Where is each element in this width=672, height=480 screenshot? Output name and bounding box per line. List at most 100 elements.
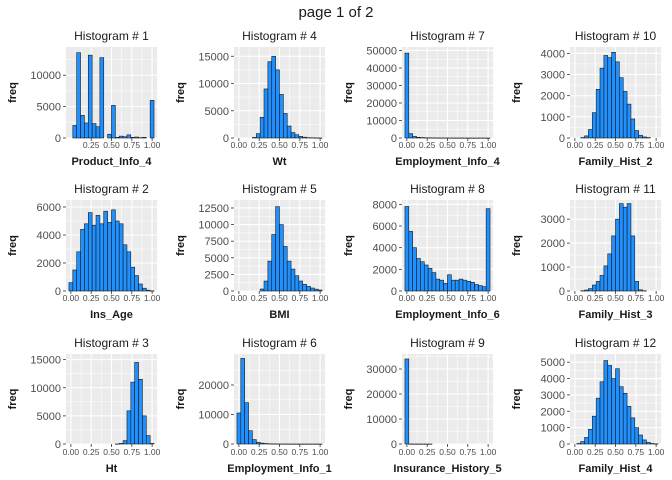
y-tick-label: 2000 xyxy=(541,91,565,103)
histogram-bar xyxy=(634,427,639,445)
histogram-bar xyxy=(130,266,135,292)
x-tick-label: 0.50 xyxy=(607,293,624,303)
histogram-bar xyxy=(267,260,273,292)
histogram-bar xyxy=(138,379,143,445)
chart-title: Histogram # 7 xyxy=(410,29,485,43)
histogram-bar xyxy=(149,443,155,445)
histogram-bar xyxy=(130,137,135,139)
histogram-bar xyxy=(584,289,589,292)
histogram-bar xyxy=(95,126,101,139)
histogram-bar xyxy=(603,265,609,292)
histogram-bar xyxy=(107,133,112,139)
x-tick-label: 0.00 xyxy=(231,447,248,457)
y-tick-label: 4000 xyxy=(541,48,565,60)
y-tick-label: 0 xyxy=(223,133,229,145)
x-tick-label: 0.50 xyxy=(103,293,120,303)
histogram-bar xyxy=(584,135,589,139)
x-axis-label: Insurance_History_5 xyxy=(393,463,501,475)
histogram-bar xyxy=(80,115,85,139)
x-tick-label: 0.75 xyxy=(460,447,477,457)
x-axis-label: Family_Hist_4 xyxy=(579,463,654,475)
chart-title: Histogram # 9 xyxy=(410,336,485,350)
histogram-bar xyxy=(474,284,479,292)
histogram-bar xyxy=(478,285,483,292)
histogram-bar xyxy=(619,203,624,292)
histogram-bar xyxy=(588,428,593,445)
y-tick-label: 20000 xyxy=(366,389,397,401)
histogram-bar xyxy=(95,215,101,292)
y-tick-label: 20000 xyxy=(198,380,229,392)
histogram-bar xyxy=(439,279,444,292)
histogram-bar xyxy=(134,275,139,292)
histogram-bar xyxy=(248,430,253,445)
histogram-bar xyxy=(72,125,77,139)
y-tick-label: 2000 xyxy=(373,264,397,276)
y-tick-label: 50000 xyxy=(366,46,397,58)
histogram-bar xyxy=(259,288,265,292)
histogram-panel: 0.00 0.25 0.50 0.75 1.00 0 1000 2000 3000 4000 500… xyxy=(511,336,665,475)
y-tick-label: 0 xyxy=(559,439,565,451)
x-tick-label: 0.25 xyxy=(419,140,436,150)
histogram-bar xyxy=(118,443,124,445)
x-tick-label: 1.00 xyxy=(144,140,161,150)
y-tick-label: 6000 xyxy=(37,202,61,214)
y-tick-label: 4000 xyxy=(541,374,565,386)
histogram-bar xyxy=(87,54,93,139)
histogram-bar xyxy=(145,435,151,445)
histogram-bar xyxy=(271,234,276,292)
y-axis-label: freq xyxy=(343,82,355,103)
histogram-bar xyxy=(263,88,269,139)
y-axis-label: freq xyxy=(7,82,19,103)
x-tick-label: 0.00 xyxy=(63,293,80,303)
histogram-bar xyxy=(302,284,307,292)
histogram-bar xyxy=(630,118,636,139)
histogram-bar xyxy=(306,286,311,292)
x-tick-label: 0.50 xyxy=(271,140,288,150)
histogram-panel: 0.00 0.25 0.50 0.75 1.00 0 1000 2000 3000 Histogr… xyxy=(511,182,665,321)
x-tick-label: 0.75 xyxy=(628,140,645,150)
histogram-bar xyxy=(638,434,643,445)
x-tick-label: 0.00 xyxy=(399,447,416,457)
histogram-bar xyxy=(118,135,124,139)
x-tick-label: 0.00 xyxy=(231,293,248,303)
y-tick-label: 2000 xyxy=(37,258,61,270)
histogram-bar xyxy=(259,442,265,445)
histogram-bar xyxy=(603,360,609,445)
y-axis-label: freq xyxy=(175,82,187,103)
x-tick-label: 0.25 xyxy=(83,447,100,457)
histogram-bar xyxy=(87,212,93,292)
histogram-panel: 0.00 0.25 0.50 0.75 1.00 0 2000 4000 6000 Histogr… xyxy=(7,182,161,321)
y-tick-label: 5000 xyxy=(205,106,229,118)
x-tick-label: 0.25 xyxy=(83,140,100,150)
x-axis-label: Family_Hist_2 xyxy=(579,156,653,168)
chart-title: Histogram # 10 xyxy=(575,29,657,43)
y-tick-label: 30000 xyxy=(366,364,397,376)
x-tick-label: 1.00 xyxy=(144,447,161,457)
histogram-panel: 0.00 0.25 0.50 0.75 1.00 0 10000 20000 30000 Hist… xyxy=(343,336,502,475)
y-tick-label: 0 xyxy=(55,286,61,298)
chart-title: Histogram # 4 xyxy=(242,29,317,43)
histogram-bar xyxy=(630,235,636,292)
histogram-bar xyxy=(611,235,616,292)
histogram-bar xyxy=(103,210,108,292)
y-axis-label: freq xyxy=(511,389,523,410)
histogram-bar xyxy=(443,283,448,292)
x-tick-label: 0.50 xyxy=(439,447,456,457)
y-tick-label: 7500 xyxy=(205,236,229,248)
histogram-bar xyxy=(638,134,643,139)
page-title: page 1 of 2 xyxy=(298,4,374,21)
histogram-bar xyxy=(404,52,410,139)
y-tick-label: 0 xyxy=(223,439,229,451)
x-tick-label: 1.00 xyxy=(648,447,665,457)
histogram-bar xyxy=(435,278,441,292)
y-tick-label: 0 xyxy=(559,133,565,145)
histogram-bar xyxy=(317,289,323,292)
histogram-bar xyxy=(642,439,647,445)
x-tick-label: 1.00 xyxy=(648,140,665,150)
y-tick-label: 10000 xyxy=(366,116,397,128)
histogram-bar xyxy=(126,134,132,139)
histogram-bar xyxy=(252,439,257,445)
histogram-bar xyxy=(626,103,632,139)
histogram-bar xyxy=(126,410,132,445)
x-tick-label: 0.75 xyxy=(124,293,141,303)
